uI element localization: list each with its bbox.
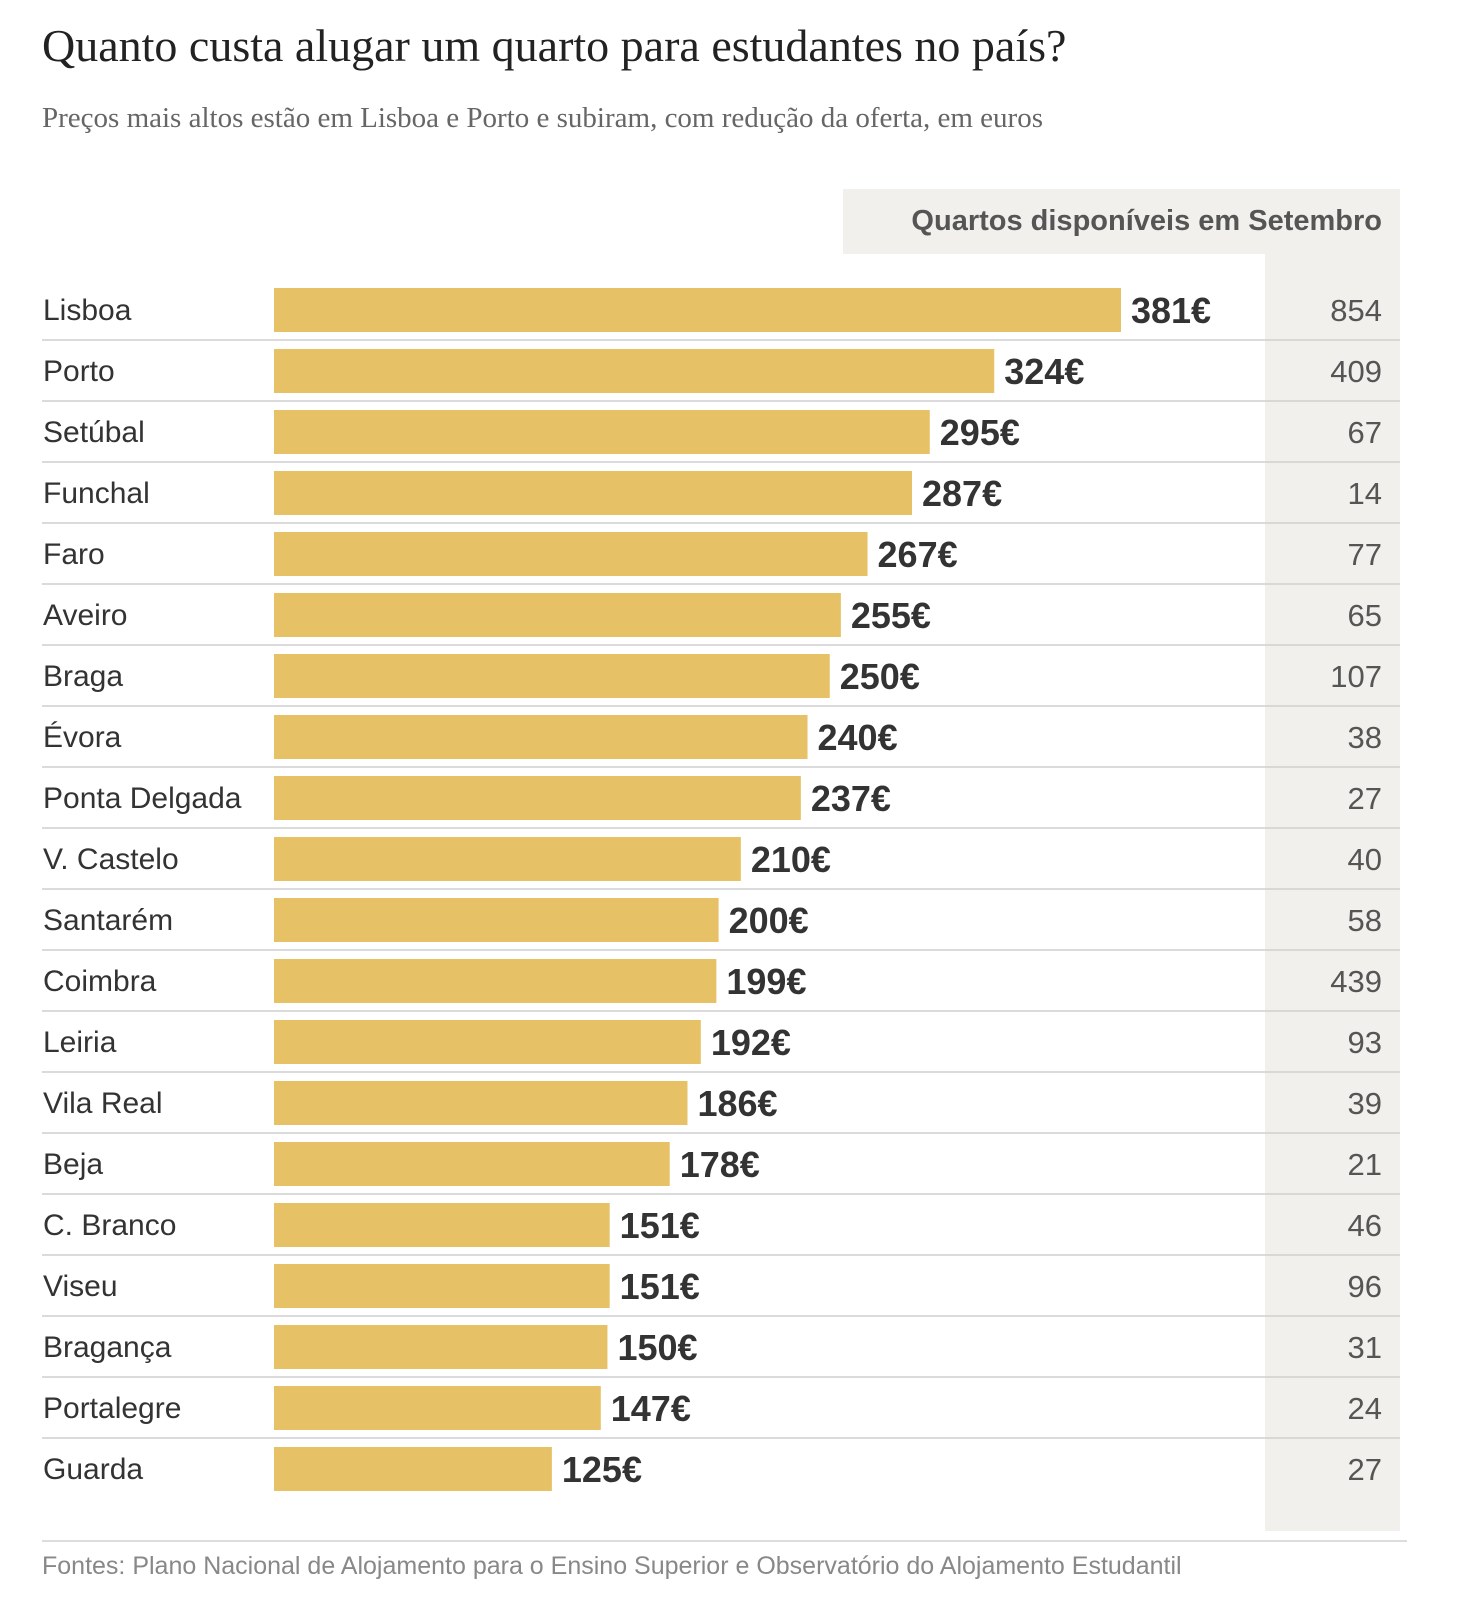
city-label: Aveiro	[43, 599, 128, 632]
rooms-available-value: 77	[1348, 537, 1382, 572]
price-label: 295€	[940, 412, 1020, 453]
price-bar	[274, 1020, 701, 1064]
price-bar	[274, 1325, 608, 1369]
price-bar	[274, 776, 801, 820]
rooms-available-value: 93	[1348, 1025, 1382, 1060]
rooms-available-value: 21	[1348, 1147, 1382, 1182]
price-bar	[274, 471, 913, 515]
rooms-column-header: Quartos disponíveis em Setembro	[843, 189, 1400, 254]
source-note: Fontes: Plano Nacional de Alojamento par…	[42, 1552, 1182, 1580]
rooms-available-value: 39	[1348, 1086, 1382, 1121]
rooms-available-value: 67	[1348, 415, 1382, 450]
city-label: Beja	[43, 1148, 103, 1181]
price-bar	[274, 1142, 670, 1186]
city-label: Braga	[43, 660, 123, 693]
price-label: 381€	[1131, 290, 1211, 331]
city-label: Faro	[43, 538, 105, 571]
price-label: 324€	[1004, 351, 1084, 392]
price-label: 255€	[851, 595, 931, 636]
price-bar	[274, 654, 830, 698]
city-label: Porto	[43, 355, 115, 388]
price-label: 210€	[751, 839, 831, 880]
price-label: 287€	[922, 473, 1002, 514]
rooms-available-value: 31	[1348, 1330, 1382, 1365]
city-label: Ponta Delgada	[43, 782, 242, 815]
city-label: V. Castelo	[43, 843, 179, 876]
price-label: 151€	[620, 1205, 700, 1246]
rooms-available-value: 65	[1348, 598, 1382, 633]
city-label: Vila Real	[43, 1087, 163, 1120]
price-bar	[274, 349, 995, 393]
source-divider	[42, 1540, 1407, 1542]
chart-title: Quanto custa alugar um quarto para estud…	[42, 20, 1067, 71]
city-label: Leiria	[43, 1026, 117, 1059]
price-label: 237€	[811, 778, 891, 819]
rooms-available-value: 40	[1348, 842, 1382, 877]
rooms-available-value: 854	[1330, 293, 1382, 328]
city-label: Bragança	[43, 1331, 172, 1364]
price-bar	[274, 410, 930, 454]
rooms-available-value: 46	[1348, 1208, 1382, 1243]
rooms-available-value: 38	[1348, 720, 1382, 755]
price-bar	[274, 898, 719, 942]
city-label: Santarém	[43, 904, 173, 937]
price-label: 240€	[818, 717, 898, 758]
price-bar	[274, 593, 841, 637]
price-label: 267€	[878, 534, 958, 575]
city-label: Lisboa	[43, 294, 132, 327]
price-bar	[274, 715, 808, 759]
price-bar	[274, 1264, 610, 1308]
price-label: 125€	[562, 1449, 642, 1490]
city-label: Setúbal	[43, 416, 145, 449]
price-bar	[274, 1386, 601, 1430]
rooms-available-value: 96	[1348, 1269, 1382, 1304]
price-bar	[274, 1081, 688, 1125]
bar-chart: Lisboa 381€ 854 Porto 324€ 409 Setúbal 295€ 67 Fu…	[42, 288, 1400, 1491]
rooms-available-value: 24	[1348, 1391, 1382, 1426]
price-bar	[274, 288, 1121, 332]
price-bar	[274, 837, 741, 881]
rooms-available-value: 14	[1348, 476, 1382, 511]
city-label: Viseu	[43, 1270, 118, 1303]
price-label: 200€	[729, 900, 809, 941]
city-label: Portalegre	[43, 1392, 181, 1425]
rooms-available-value: 27	[1348, 1452, 1382, 1487]
rooms-available-value: 107	[1330, 659, 1382, 694]
price-bar	[274, 532, 868, 576]
rooms-column-panel	[1265, 254, 1400, 1531]
rooms-available-value: 409	[1330, 354, 1382, 389]
rooms-available-value: 439	[1330, 964, 1382, 999]
rooms-available-value: 27	[1348, 781, 1382, 816]
city-label: Guarda	[43, 1453, 143, 1486]
price-label: 192€	[711, 1022, 791, 1063]
city-label: Funchal	[43, 477, 150, 510]
price-bar	[274, 1447, 552, 1491]
price-label: 178€	[680, 1144, 760, 1185]
city-label: C. Branco	[43, 1209, 176, 1242]
price-label: 151€	[620, 1266, 700, 1307]
chart-subtitle: Preços mais altos estão em Lisboa e Port…	[42, 102, 1043, 134]
price-label: 186€	[697, 1083, 777, 1124]
price-label: 199€	[726, 961, 806, 1002]
price-label: 250€	[840, 656, 920, 697]
price-label: 150€	[617, 1327, 697, 1368]
price-bar	[274, 1203, 610, 1247]
price-bar	[274, 959, 717, 1003]
city-label: Évora	[43, 721, 122, 754]
city-label: Coimbra	[43, 965, 157, 998]
rooms-available-value: 58	[1348, 903, 1382, 938]
price-label: 147€	[611, 1388, 691, 1429]
